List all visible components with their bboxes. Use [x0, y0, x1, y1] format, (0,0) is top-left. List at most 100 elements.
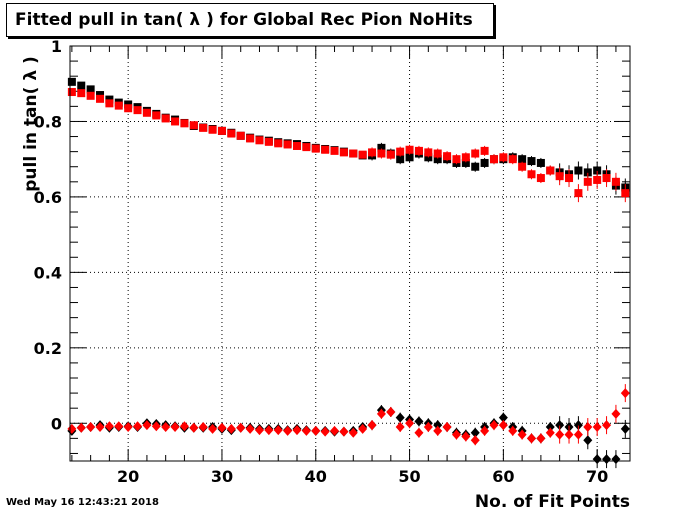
data-point [123, 422, 133, 433]
data-point [433, 155, 442, 164]
data-point [536, 174, 545, 183]
data-point [217, 126, 226, 135]
data-point [611, 177, 620, 186]
data-point [339, 148, 348, 157]
data-point [555, 420, 565, 431]
data-point [246, 134, 255, 143]
data-point [386, 150, 395, 159]
tick-labels: 20 30 40 50 60 70 0 0.2 0.4 0.6 0.8 1 [34, 37, 609, 486]
data-point [320, 426, 330, 437]
data-point [227, 129, 236, 138]
x-axis-label: No. of Fit Points [474, 492, 630, 512]
x-tick-label: 20 [117, 467, 139, 486]
data-point [283, 425, 293, 436]
data-point [386, 406, 396, 417]
data-point [208, 125, 217, 134]
data-point [527, 170, 536, 179]
data-point [151, 421, 161, 432]
data-point [461, 158, 470, 167]
data-point [77, 89, 86, 98]
data-point [236, 131, 245, 140]
x-tick-label: 70 [586, 467, 608, 486]
data-point [142, 420, 152, 431]
data-point [396, 147, 405, 156]
data-point [518, 155, 527, 164]
x-tick-label: 40 [305, 467, 327, 486]
data-point [67, 88, 76, 97]
data-point [517, 429, 527, 440]
data-point [96, 94, 105, 103]
data-point [245, 423, 255, 434]
data-point [264, 425, 274, 436]
data-point [330, 425, 340, 436]
data-point [133, 421, 143, 432]
data-point [536, 433, 546, 444]
data-point [452, 155, 461, 164]
data-point [414, 146, 423, 155]
data-point [602, 454, 612, 465]
data-point [114, 101, 123, 110]
data-point [377, 143, 386, 152]
data-point [395, 412, 405, 423]
data-point [574, 189, 583, 198]
data-point [254, 425, 264, 436]
data-point [180, 119, 189, 128]
data-point [405, 153, 414, 162]
data-point [480, 158, 489, 167]
data-point [293, 141, 302, 150]
data-point [86, 422, 96, 433]
y-tick-label: 0.8 [34, 112, 62, 131]
data-point [518, 162, 527, 171]
data-point [255, 136, 264, 145]
data-point [583, 168, 592, 177]
data-point [76, 422, 86, 433]
data-point [273, 425, 283, 436]
grid [70, 45, 630, 461]
data-point [124, 104, 133, 113]
data-point [480, 425, 490, 436]
data-point [527, 157, 536, 166]
data-point [358, 150, 367, 159]
chart-title: Fitted pull in tan( λ ) for Global Rec P… [6, 3, 494, 37]
series-3 [67, 384, 630, 446]
data-point [442, 422, 452, 433]
data-point [86, 91, 95, 100]
data-point [321, 145, 330, 154]
data-point [311, 144, 320, 153]
data-point [142, 108, 151, 117]
data-point [377, 149, 386, 158]
data-point [498, 420, 508, 431]
data-point [573, 420, 583, 431]
data-point [67, 423, 77, 434]
data-point [583, 422, 593, 433]
data-point [443, 152, 452, 161]
data-point [274, 139, 283, 148]
data-point [461, 431, 471, 442]
data-point [133, 106, 142, 115]
data-point [189, 121, 198, 130]
y-tick-label: 0 [51, 414, 62, 433]
data-point [179, 421, 189, 432]
data-point [170, 422, 180, 433]
data-point [302, 143, 311, 152]
data-point [583, 177, 592, 186]
data-point [330, 146, 339, 155]
data-point [77, 81, 86, 90]
data-point [593, 175, 602, 184]
data-point [546, 166, 555, 175]
data-point [602, 174, 611, 183]
data-point [395, 422, 405, 433]
data-point [414, 427, 424, 438]
data-point [620, 388, 630, 399]
series-1 [67, 88, 630, 203]
data-point [573, 429, 583, 440]
data-point [236, 422, 246, 433]
data-point [405, 418, 415, 429]
plot-frame [69, 45, 631, 462]
data-point [86, 85, 95, 94]
data-point [301, 425, 311, 436]
y-axis-label: pull in tan( λ ) [21, 56, 41, 192]
data-point [508, 155, 517, 164]
data-point [198, 422, 208, 433]
